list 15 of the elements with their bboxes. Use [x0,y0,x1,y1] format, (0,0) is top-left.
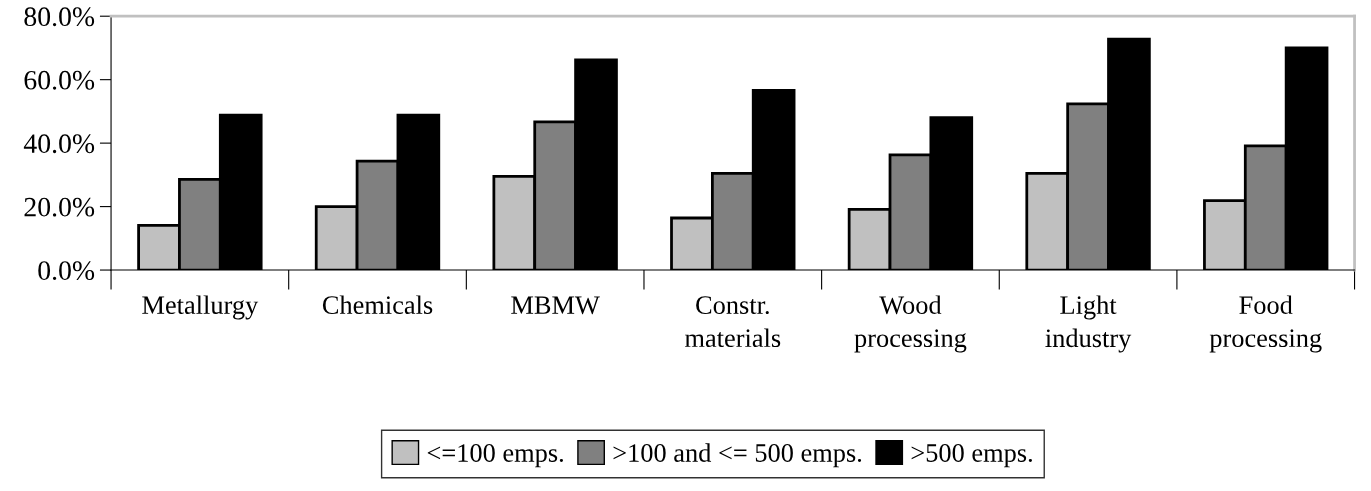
x-tick-label: MBMW [511,296,600,315]
y-tick-label: 20.0% [24,197,95,217]
x-tick-label: Light industry [1045,295,1132,353]
y-tick-label: 40.0% [23,134,95,154]
x-tick-label: Constr. materials [684,296,781,348]
legend-label: >500 emps. [911,444,1032,468]
y-tick-label: 80.0% [24,7,95,27]
x-tick-label: Metallurgy [142,295,259,320]
legend-label: >100 and <= 500 emps. [613,443,862,468]
legend-label: <=100 emps. [427,444,563,468]
y-tick-label: 60.0% [24,70,95,90]
x-tick-label: Food processing [1209,295,1322,353]
x-tick-label: Chemicals [322,295,433,315]
x-tick-label: Wood processing [854,295,967,353]
y-tick-label: 0.0% [38,261,95,281]
